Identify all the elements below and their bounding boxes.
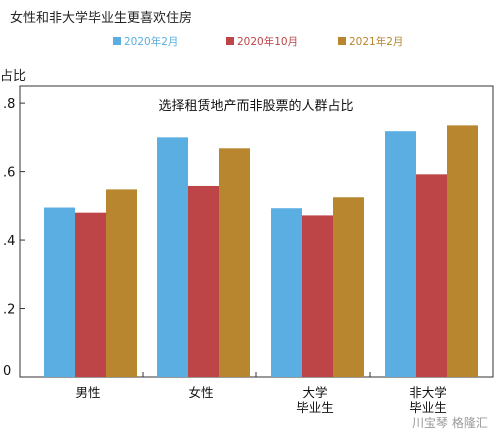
x-tick-label: 非大学毕业生 [409,385,447,415]
x-tick-label: 女性 [188,385,213,400]
bar [302,215,333,377]
legend-label: 2021年2月 [349,35,403,48]
legend-label: 2020年2月 [124,35,178,48]
bar [385,131,416,377]
y-tick-label: .6 [3,166,15,181]
y-tick-label: .2 [3,303,15,318]
bar [219,148,250,377]
chart-subtitle: 选择租赁地产而非股票的人群占比 [158,98,353,114]
y-tick-label: .8 [3,97,15,112]
bar [447,125,478,377]
bar [333,197,364,377]
watermark: 川宝琴 格隆汇 [412,415,488,430]
x-axis-ticks: 男性 女性 大学毕业生 非大学毕业生 [75,372,447,415]
bars [44,125,478,377]
y-axis-ticks: 0 .2 .4 .6 .8 [3,97,25,379]
legend-swatch [113,37,121,45]
legend-label: 2020年10月 [237,35,298,48]
legend: 2020年2月 2020年10月 2021年2月 [113,35,403,48]
y-axis-label: 占比 [0,69,26,84]
chart-title: 女性和非大学毕业生更喜欢住房 [10,10,192,26]
bar [44,207,75,377]
y-tick-label: 0 [3,364,11,379]
x-tick-label: 大学毕业生 [296,385,334,415]
bar [106,189,137,377]
y-tick-label: .4 [3,234,15,249]
legend-swatch [226,37,234,45]
bar [157,137,188,377]
bar [75,212,106,377]
bar [188,185,219,377]
bar [271,208,302,377]
bar [416,174,447,377]
legend-swatch [338,37,346,45]
x-tick-label: 男性 [75,385,100,400]
